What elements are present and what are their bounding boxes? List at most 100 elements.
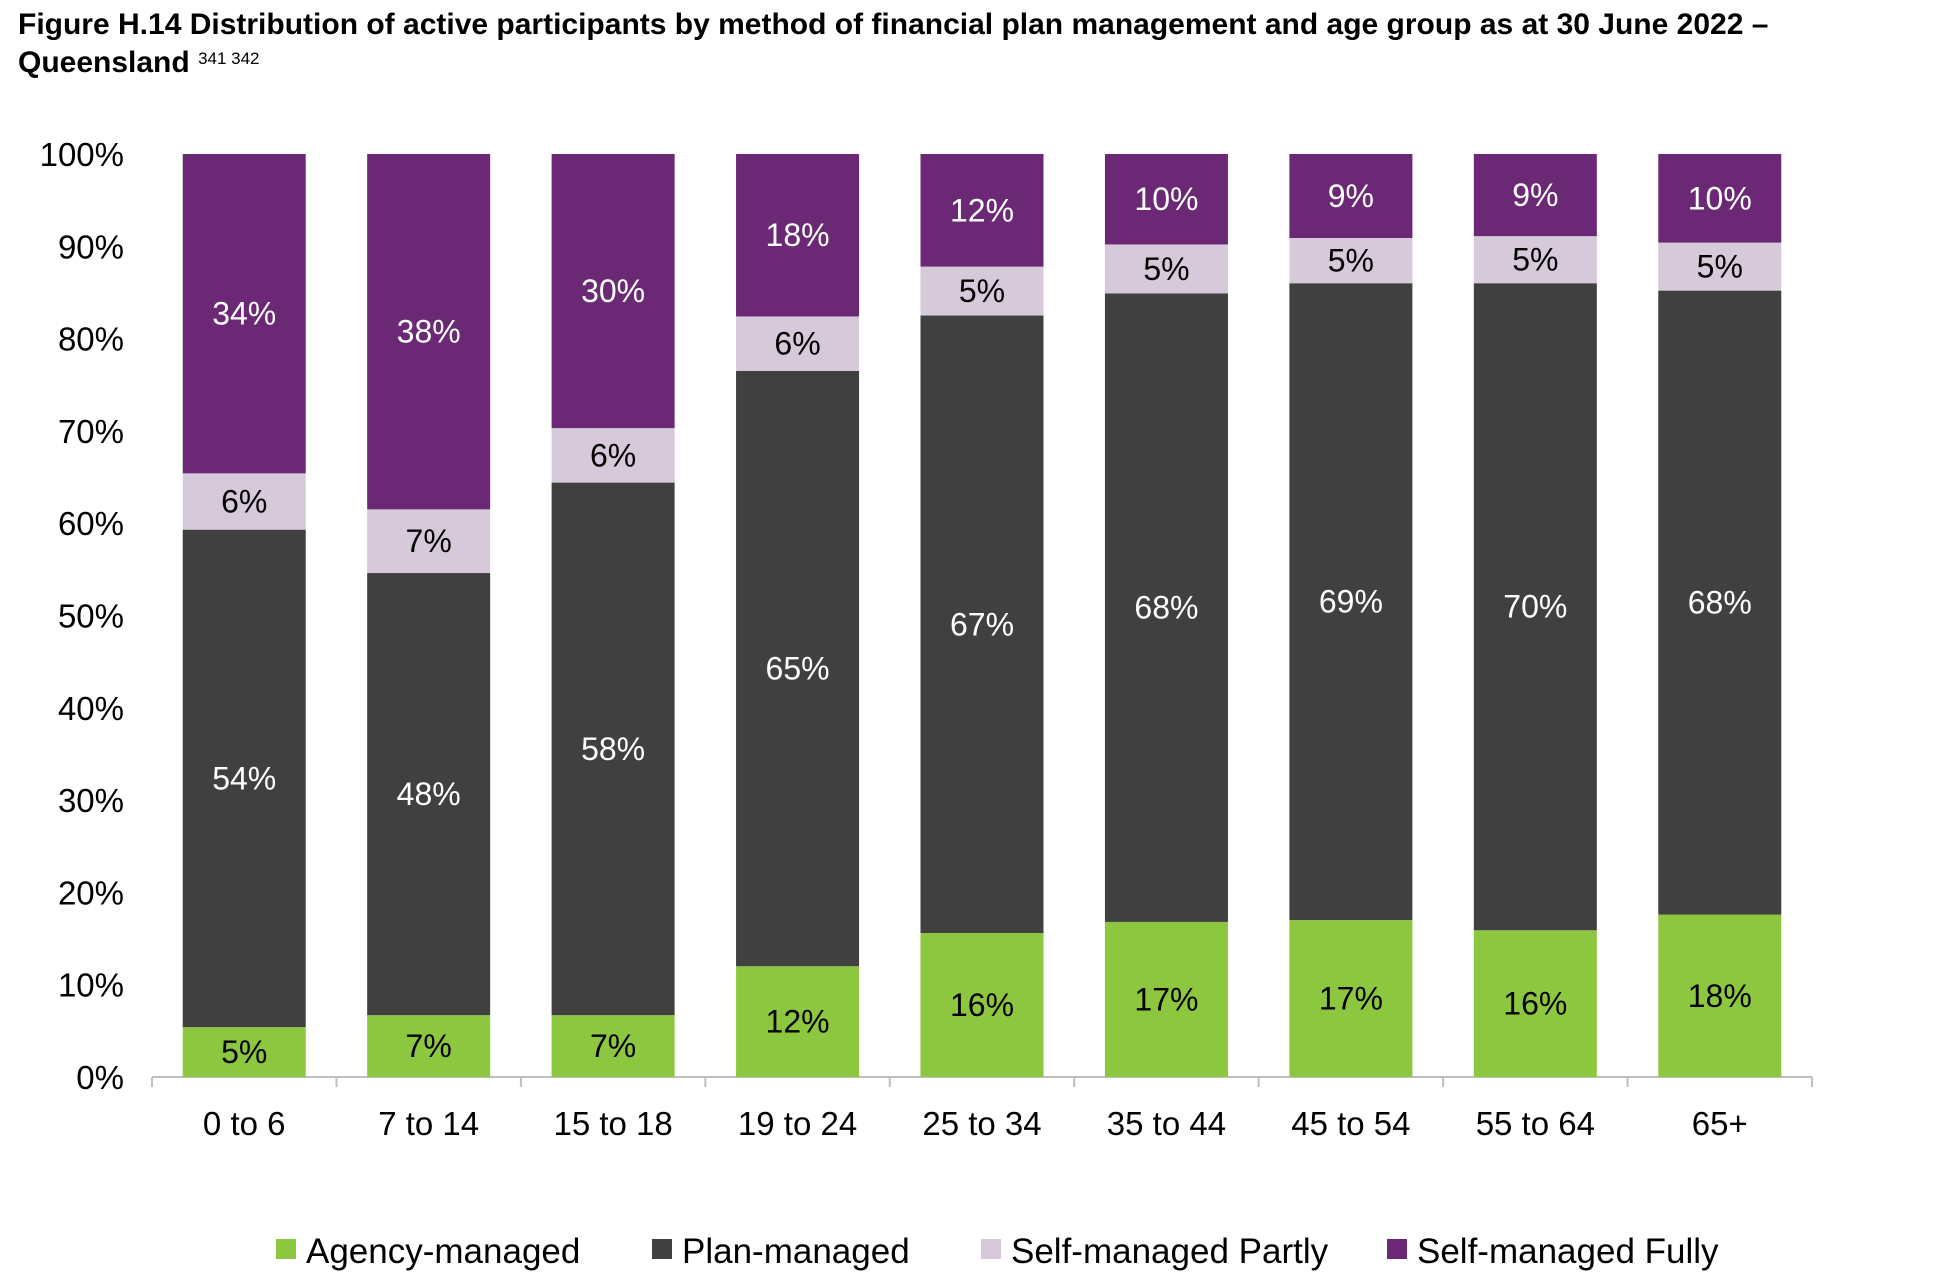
- data-label: 7%: [406, 1028, 452, 1064]
- bar-segment: [367, 509, 491, 574]
- data-label: 6%: [221, 484, 267, 520]
- data-label: 16%: [950, 987, 1014, 1023]
- legend-label: Plan-managed: [682, 1232, 910, 1271]
- legend-swatch: [1387, 1239, 1407, 1259]
- bar-segment: [182, 154, 306, 474]
- category-label: 35 to 44: [1107, 1105, 1226, 1142]
- data-label: 65%: [766, 651, 830, 687]
- data-label: 6%: [774, 326, 820, 362]
- bar-segment: [1473, 283, 1597, 931]
- y-tick-label: 30%: [58, 782, 124, 819]
- bar-segment: [736, 966, 860, 1077]
- data-label: 6%: [590, 437, 636, 473]
- data-label: 58%: [581, 731, 645, 767]
- data-label: 54%: [212, 760, 276, 796]
- y-tick-label: 50%: [58, 598, 124, 635]
- data-label: 17%: [1319, 981, 1383, 1017]
- data-label: 9%: [1328, 178, 1374, 214]
- data-label: 18%: [766, 217, 830, 253]
- category-label: 45 to 54: [1291, 1105, 1410, 1142]
- data-label: 12%: [766, 1004, 830, 1040]
- chart-legend: Agency-managed Plan-managed Self-managed P…: [276, 1232, 1719, 1271]
- data-label: 5%: [1512, 242, 1558, 278]
- data-label: 68%: [1688, 585, 1752, 621]
- category-label: 7 to 14: [378, 1105, 479, 1142]
- bar-segment: [367, 573, 491, 1016]
- category-label: 19 to 24: [738, 1105, 857, 1142]
- bar-segment: [551, 428, 675, 483]
- bar-segment: [1473, 236, 1597, 284]
- bar-segment: [367, 154, 491, 510]
- bar-segment: [736, 316, 860, 371]
- data-label: 67%: [950, 606, 1014, 642]
- bar-segment: [551, 154, 675, 429]
- bar-segment: [1658, 914, 1782, 1077]
- y-tick-label: 80%: [58, 321, 124, 358]
- data-label: 5%: [959, 273, 1005, 309]
- legend-label: Self-managed Partly: [1011, 1232, 1329, 1271]
- y-tick-label: 0%: [76, 1059, 124, 1096]
- bar-segment: [1104, 921, 1228, 1077]
- bar-segment: [1473, 930, 1597, 1077]
- y-tick-label: 10%: [58, 967, 124, 1004]
- category-label: 25 to 34: [922, 1105, 1041, 1142]
- bar-segment: [920, 315, 1044, 934]
- bar-segment: [551, 1015, 675, 1077]
- legend-swatch: [276, 1239, 296, 1259]
- data-label: 30%: [581, 273, 645, 309]
- data-label: 7%: [406, 523, 452, 559]
- bar-segment: [1104, 154, 1228, 245]
- bar-segment: [1658, 242, 1782, 291]
- bar-segment: [1289, 237, 1413, 284]
- legend-label: Self-managed Fully: [1417, 1232, 1719, 1271]
- legend-swatch: [652, 1239, 672, 1259]
- bar-segment: [1289, 920, 1413, 1077]
- y-tick-label: 100%: [40, 136, 124, 173]
- data-label: 5%: [1143, 251, 1189, 287]
- bar-segment: [920, 933, 1044, 1077]
- bar-segment: [367, 1015, 491, 1077]
- data-label: 68%: [1134, 590, 1198, 626]
- data-label: 10%: [1688, 180, 1752, 216]
- bar-segment: [736, 154, 860, 317]
- bar-segment: [182, 1027, 306, 1077]
- data-label: 18%: [1688, 978, 1752, 1014]
- data-label: 70%: [1503, 589, 1567, 625]
- category-label: 15 to 18: [553, 1105, 672, 1142]
- data-label: 10%: [1134, 181, 1198, 217]
- bar-segment: [736, 370, 860, 967]
- bar-segment: [1658, 154, 1782, 243]
- data-label: 69%: [1319, 584, 1383, 620]
- bar-segment: [182, 529, 306, 1028]
- chart-bars: 5% 54% 6% 34% 7% 48% 7% 38% 7% 58% 6% 30% 12% 65% 6% 18…: [182, 154, 1782, 1077]
- bar-segment: [1289, 154, 1413, 238]
- chart-title: Figure H.14 Distribution of active parti…: [18, 8, 1769, 79]
- data-label: 5%: [1328, 243, 1374, 279]
- category-label: 55 to 64: [1476, 1105, 1595, 1142]
- bar-segment: [1658, 290, 1782, 915]
- data-label: 17%: [1134, 981, 1198, 1017]
- data-label: 38%: [397, 314, 461, 350]
- data-label: 7%: [590, 1028, 636, 1064]
- title-footnotes: 341 342: [198, 49, 260, 68]
- bar-segment: [920, 266, 1044, 316]
- y-tick-label: 40%: [58, 690, 124, 727]
- legend-swatch: [981, 1239, 1001, 1259]
- y-tick-label: 90%: [58, 228, 124, 265]
- bar-segment: [1104, 293, 1228, 922]
- data-label: 5%: [221, 1034, 267, 1070]
- y-tick-label: 20%: [58, 874, 124, 911]
- y-tick-label: 70%: [58, 413, 124, 450]
- bar-segment: [1104, 244, 1228, 294]
- legend-label: Agency-managed: [306, 1232, 580, 1271]
- category-label: 65+: [1692, 1105, 1748, 1142]
- bar-segment: [182, 473, 306, 530]
- data-label: 12%: [950, 192, 1014, 228]
- data-label: 5%: [1697, 249, 1743, 285]
- data-label: 48%: [397, 776, 461, 812]
- bar-segment: [920, 154, 1044, 267]
- data-label: 34%: [212, 296, 276, 332]
- y-tick-label: 60%: [58, 505, 124, 542]
- bar-segment: [1473, 154, 1597, 237]
